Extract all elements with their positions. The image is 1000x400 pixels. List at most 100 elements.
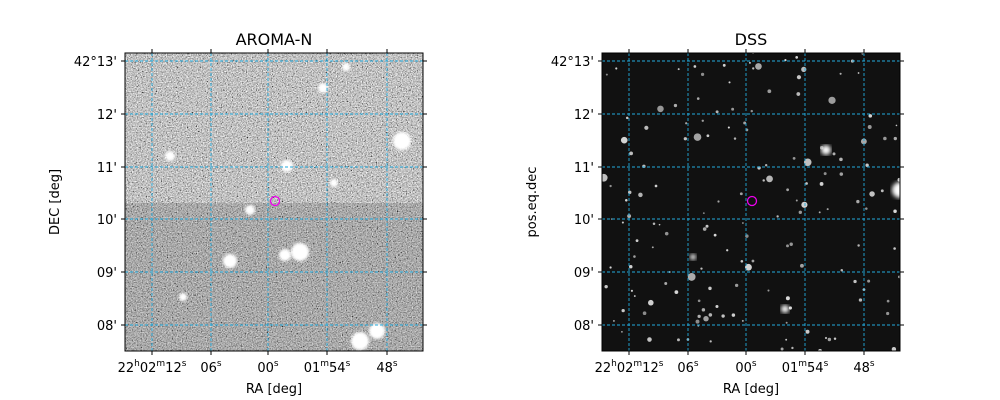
x-axis-label: RA [deg] (246, 382, 302, 397)
x-tick-label: 48s (853, 359, 875, 376)
star (839, 157, 843, 162)
axes-frame (124, 52, 424, 352)
star (722, 63, 726, 67)
y-tick-label: 09' (574, 266, 594, 281)
star (776, 215, 779, 218)
star (868, 114, 873, 118)
star (748, 61, 751, 64)
star (743, 121, 747, 125)
star (805, 182, 808, 185)
y-tick-label: 10' (97, 213, 117, 228)
source (330, 179, 338, 187)
star (654, 184, 658, 188)
star (745, 263, 752, 271)
tick-digits: 02 (140, 361, 157, 376)
star (700, 267, 703, 270)
star (615, 67, 618, 70)
unit-sup: m (320, 359, 329, 369)
x-tick-label: 00s (257, 359, 279, 376)
star (700, 72, 705, 77)
star (648, 299, 654, 306)
star (658, 223, 661, 226)
tick-digits: 01 (304, 361, 321, 376)
star (677, 68, 680, 71)
star (895, 124, 898, 127)
star (762, 179, 765, 182)
star (627, 190, 632, 195)
star (780, 347, 784, 351)
star (800, 263, 804, 268)
star (734, 283, 739, 288)
bright-star (690, 254, 696, 260)
y-tick-label: 09' (97, 266, 117, 281)
tick-digits: 22 (595, 361, 612, 376)
x-tick-label: 00s (735, 359, 757, 376)
star (605, 73, 608, 76)
y-tick-label: 12' (574, 108, 594, 123)
y-tick-label: 42°13' (551, 55, 594, 70)
star (727, 126, 730, 129)
star (630, 289, 634, 292)
star (897, 177, 900, 182)
star (867, 279, 871, 283)
star (883, 136, 887, 141)
unit-sup: s (659, 359, 664, 369)
star (805, 329, 810, 334)
unit-sup: m (798, 359, 807, 369)
panel-title: DSS (735, 30, 768, 49)
star (696, 97, 700, 100)
star (789, 242, 793, 246)
bright-star (781, 305, 789, 313)
star (891, 347, 897, 351)
source (245, 205, 255, 215)
star (664, 281, 668, 285)
star (625, 199, 628, 202)
star (886, 311, 890, 316)
star (858, 298, 863, 302)
y-axis-label: DEC [deg] (48, 169, 63, 235)
star (839, 72, 842, 75)
star (620, 136, 628, 144)
unit-sup: s (752, 359, 757, 369)
star (801, 66, 807, 73)
star (642, 164, 646, 168)
y-tick-label: 08' (574, 319, 594, 334)
y-tick-label: 12' (97, 108, 117, 123)
star (673, 103, 678, 108)
star (840, 269, 844, 272)
star (612, 319, 615, 322)
unit-sup: s (346, 359, 351, 369)
star (644, 125, 649, 130)
star (796, 92, 801, 96)
star (739, 192, 743, 196)
x-tick-label: 22h02m12s (118, 359, 187, 376)
star (708, 313, 713, 317)
star (785, 296, 790, 301)
star (638, 192, 643, 198)
star (823, 172, 827, 176)
star (801, 201, 808, 208)
star (880, 189, 884, 193)
star (786, 188, 790, 192)
star (627, 214, 632, 219)
star (687, 272, 696, 281)
tick-digits: 00 (257, 361, 274, 376)
star (766, 175, 773, 183)
y-tick-label: 11' (574, 161, 594, 176)
x-tick-label: 06s (677, 359, 699, 376)
star (796, 75, 802, 80)
x-axis-label: RA [deg] (723, 382, 779, 397)
image (602, 53, 900, 351)
star (818, 211, 821, 214)
y-tick-label: 08' (97, 319, 117, 334)
bright-star (821, 145, 831, 155)
source (369, 323, 385, 339)
unit-sup: s (217, 359, 222, 369)
star (824, 336, 828, 340)
star (867, 125, 872, 129)
star (833, 337, 837, 340)
star (702, 227, 707, 231)
star (715, 304, 719, 309)
star (683, 137, 687, 141)
source (165, 151, 175, 161)
